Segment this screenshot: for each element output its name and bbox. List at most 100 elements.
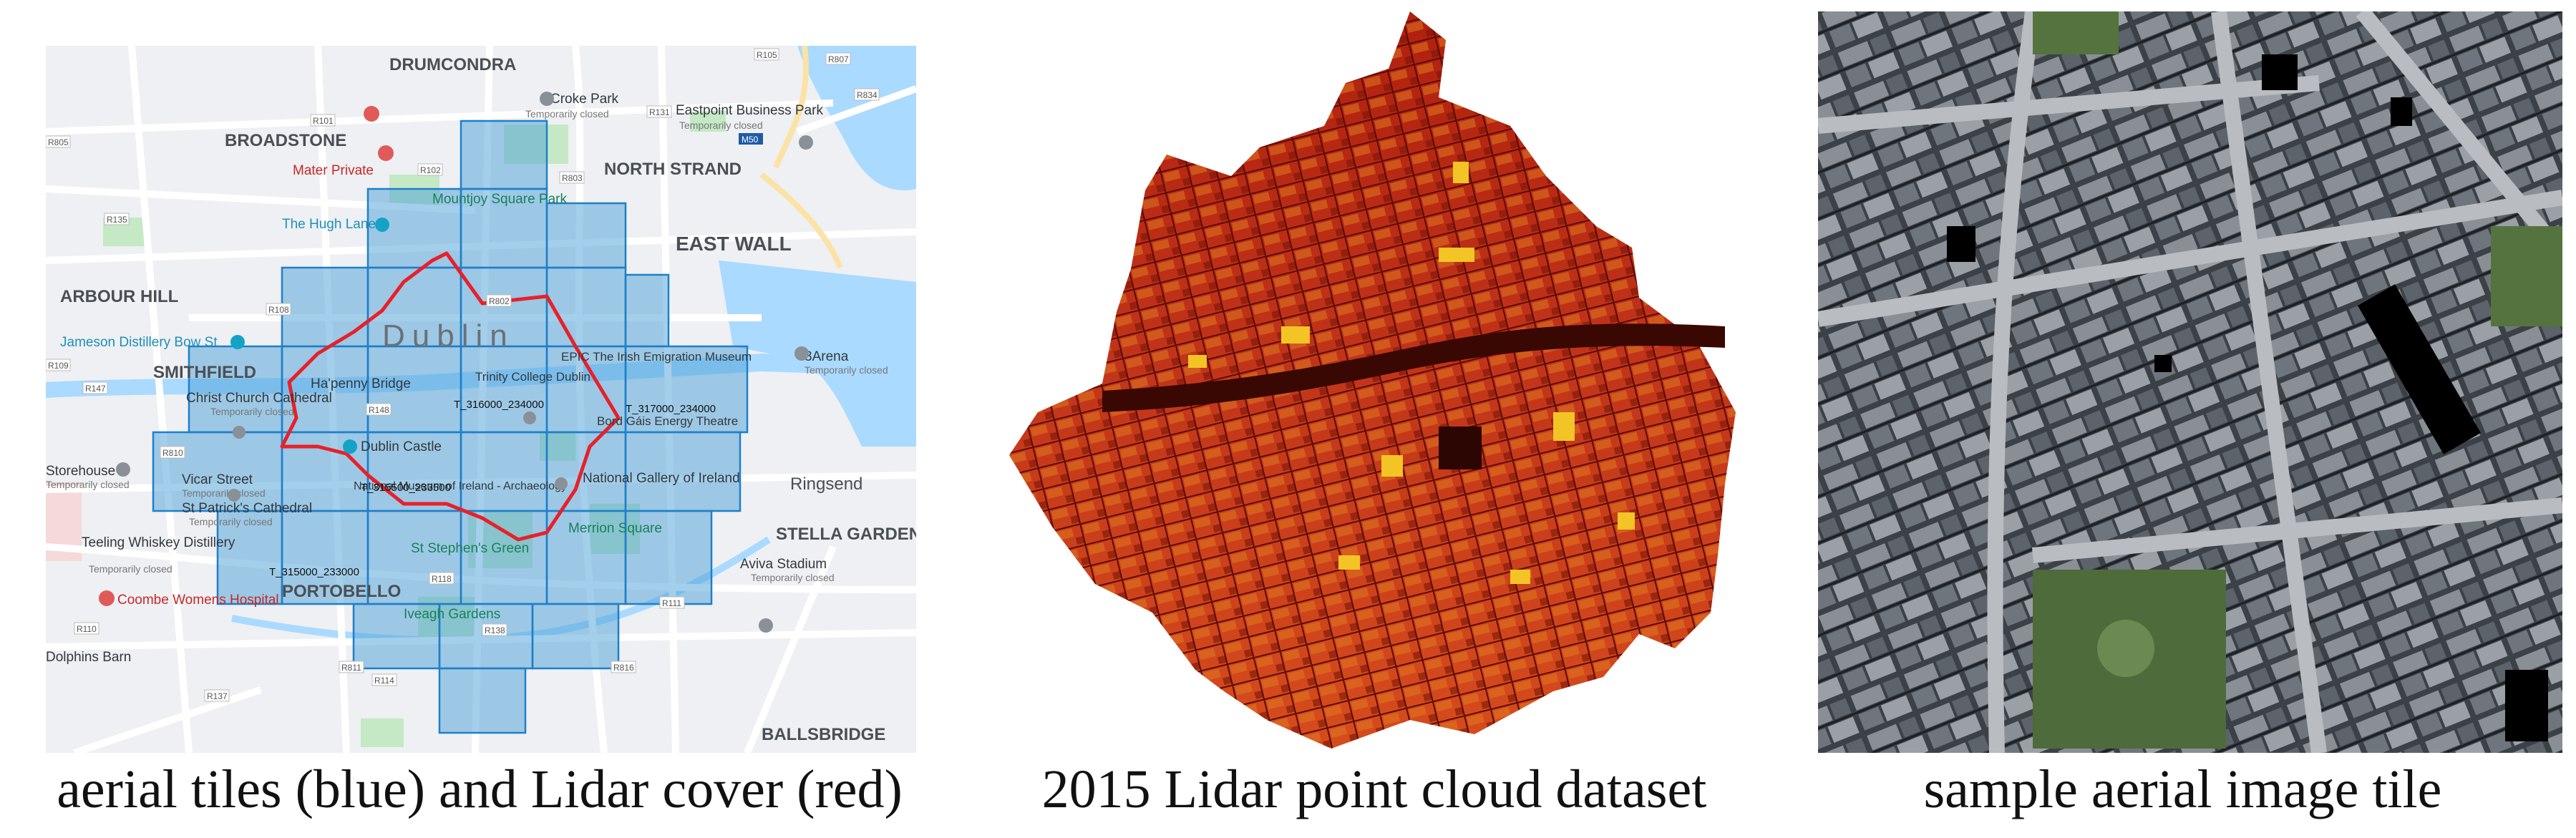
caption-lidar: 2015 Lidar point cloud dataset bbox=[1041, 759, 1707, 819]
road-shield bbox=[854, 88, 880, 101]
road-shield bbox=[160, 446, 185, 459]
road-shield-label: R148 bbox=[369, 405, 389, 415]
road-shield-label: R110 bbox=[77, 624, 97, 634]
road-shield bbox=[646, 105, 672, 118]
road-shield bbox=[45, 135, 71, 148]
poi-label: Christ Church Cathedral bbox=[186, 391, 332, 406]
major-roads bbox=[759, 45, 843, 269]
attraction-pin-icon bbox=[540, 92, 554, 106]
road-shield-label: R802 bbox=[489, 296, 510, 306]
dark-square bbox=[1439, 427, 1482, 469]
caption-aerial: sample aerial image tile bbox=[1923, 759, 2442, 819]
road-shield-label: R108 bbox=[268, 305, 289, 315]
poi-sublabel: Temporarily closed bbox=[189, 516, 273, 527]
poi-label: Storehouse bbox=[46, 464, 115, 479]
poi-label: Mountjoy Square Park bbox=[432, 192, 567, 207]
poi-label: Trinity College Dublin bbox=[475, 370, 590, 384]
hospital-pin-icon bbox=[364, 106, 379, 122]
road-shield bbox=[825, 52, 851, 65]
road-shield bbox=[486, 294, 512, 307]
road-shield-label: R105 bbox=[757, 50, 777, 60]
poi-label: Coombe Womens Hospital bbox=[117, 593, 279, 608]
district-label: NORTH STRAND bbox=[604, 160, 742, 179]
poi-sublabel: Temporarily closed bbox=[182, 487, 266, 499]
poi-label: Iveagh Gardens bbox=[404, 607, 500, 622]
tile-id-labels: T_316000_234000 T_317000_234000 T_315500… bbox=[269, 399, 716, 578]
road-shield bbox=[82, 381, 108, 394]
road-shield-label: R101 bbox=[313, 116, 334, 126]
district-label: SMITHFIELD bbox=[153, 363, 256, 382]
museum-pin-icon bbox=[230, 335, 245, 349]
poi-sublabel: Temporarily closed bbox=[89, 563, 172, 575]
road-shield-label: R102 bbox=[420, 165, 441, 175]
road-shield bbox=[74, 622, 99, 635]
attraction-pin-icon bbox=[799, 135, 813, 150]
road-shield bbox=[659, 596, 685, 609]
district-label: EAST WALL bbox=[676, 233, 792, 255]
museum-pin-icon bbox=[343, 439, 357, 454]
poi-label: 3Arena bbox=[805, 349, 849, 364]
attraction-pin-icon bbox=[233, 426, 246, 439]
map-panel: DRUMCONDRA BROADSTONE NORTH STRAND EAST … bbox=[45, 45, 933, 756]
point-cloud-texture bbox=[1009, 11, 1736, 749]
park-9 bbox=[361, 718, 404, 747]
lidar-point-cloud bbox=[1009, 11, 1736, 749]
road-shield-label: R118 bbox=[432, 574, 452, 584]
district-label: ARBOUR HILL bbox=[60, 287, 178, 306]
poi-label: National Gallery of Ireland bbox=[583, 471, 740, 486]
road-shield-label: R138 bbox=[485, 625, 505, 635]
poi-label: St Patrick's Cathedral bbox=[182, 501, 312, 516]
poi-label: Dublin Castle bbox=[361, 439, 442, 454]
road-shield-label: R807 bbox=[828, 54, 849, 64]
road-shield bbox=[204, 689, 230, 702]
poi-label: Ha'penny Bridge bbox=[311, 376, 411, 391]
poi-label: The Hugh Lane bbox=[282, 217, 376, 232]
aerial-green-feature bbox=[2097, 620, 2154, 677]
poi-sublabel: Temporarily closed bbox=[805, 364, 888, 376]
poi-label: Merrion Square bbox=[568, 521, 662, 536]
attraction-pin-icon bbox=[794, 346, 809, 361]
lidar-cover-outline bbox=[280, 251, 621, 542]
museum-pin-icon bbox=[375, 218, 389, 232]
park-8 bbox=[690, 110, 726, 132]
poi-label: Vicar Street bbox=[182, 472, 253, 487]
road-shield bbox=[366, 403, 392, 416]
attraction-pin-icon bbox=[116, 462, 130, 477]
attraction-pin-icon bbox=[555, 477, 568, 490]
attraction-pin-icon bbox=[228, 489, 240, 502]
hospital-pin-icon bbox=[99, 590, 115, 606]
road-shields: R805 R101 R135 R147 R108 R802 R803 R131 … bbox=[45, 48, 880, 702]
poi-sublabel: Temporarily closed bbox=[210, 406, 294, 417]
road-shield bbox=[45, 359, 71, 371]
road-shield-label: R811 bbox=[341, 663, 361, 673]
road-shield-label: R135 bbox=[107, 215, 127, 225]
road-shield bbox=[371, 673, 397, 686]
district-label: DRUMCONDRA bbox=[389, 55, 516, 74]
road-shield-label: R114 bbox=[374, 676, 394, 686]
road-shield-label: R810 bbox=[162, 448, 183, 458]
road-shield bbox=[611, 661, 636, 673]
district-label: PORTOBELLO bbox=[282, 582, 401, 601]
tile-id-label: T_317000_234000 bbox=[626, 403, 716, 415]
road-shield-label: R109 bbox=[48, 361, 69, 371]
poi-label: Jameson Distillery Bow St bbox=[60, 335, 218, 350]
road-shield bbox=[429, 572, 455, 585]
poi-pins bbox=[99, 92, 813, 633]
poi-label: Teeling Whiskey Distillery bbox=[82, 535, 235, 550]
aerial-image-tile bbox=[1817, 6, 2569, 754]
road-shield bbox=[739, 133, 763, 145]
city-map: DRUMCONDRA BROADSTONE NORTH STRAND EAST … bbox=[45, 45, 933, 756]
poi-label: Croke Park bbox=[550, 92, 619, 107]
bay-water bbox=[797, 46, 916, 190]
road-shield bbox=[417, 163, 443, 176]
poi-label: Bord Gáis Energy Theatre bbox=[597, 414, 738, 428]
poi-sublabel: Temporarily closed bbox=[46, 479, 130, 490]
no-data-patches bbox=[1947, 54, 2548, 741]
poi-label: National Museum of Ireland - Archaeology bbox=[354, 480, 567, 492]
poi-sublabel: Temporarily closed bbox=[751, 572, 835, 583]
road-shield-label: R147 bbox=[85, 384, 106, 394]
tile-id-label: T_315000_233000 bbox=[269, 566, 359, 578]
road-shield bbox=[310, 114, 336, 127]
dock-water bbox=[719, 260, 916, 447]
caption-map: aerial tiles (blue) and Lidar cover (red… bbox=[57, 759, 903, 819]
